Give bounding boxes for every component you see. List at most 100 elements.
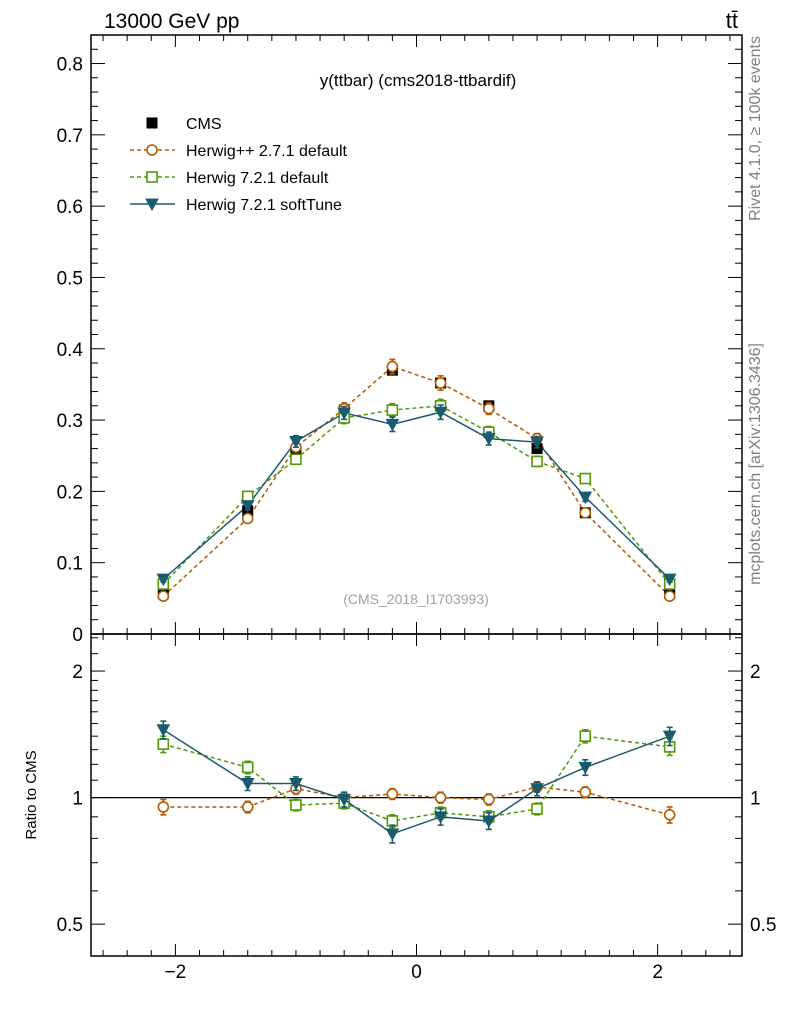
- legend-label: Herwig 7.2.1 default: [186, 170, 329, 187]
- data-point: [662, 573, 677, 587]
- ratio-point: [157, 801, 170, 813]
- legend-marker: [146, 117, 158, 129]
- ratio-point: [530, 783, 544, 796]
- y-tick-label: 0.3: [57, 411, 83, 432]
- data-point: [481, 433, 496, 446]
- ratio-series-square: [157, 728, 676, 829]
- header-process-label: tt̄: [726, 8, 738, 33]
- y-tick-label: 0.2: [57, 482, 83, 503]
- ratio-point: [386, 788, 399, 800]
- data-point: [337, 407, 352, 420]
- ratio-point: [578, 761, 593, 775]
- series-markers-triangle: [156, 404, 677, 587]
- x-tick-label: −2: [165, 962, 187, 983]
- y-tick-label: 0: [72, 625, 83, 646]
- y-tick-label: 0.8: [57, 55, 83, 76]
- data-point: [531, 455, 543, 468]
- ratio-point: [433, 811, 448, 824]
- data-point: [290, 453, 302, 466]
- ratio-point: [483, 793, 495, 806]
- ratio-point: [481, 815, 496, 828]
- ratio-point: [241, 761, 254, 774]
- x-tick-label: 0: [411, 962, 422, 983]
- ratio-y-tick-label-right: 1: [750, 789, 761, 810]
- plot-title: y(ttbar) (cms2018-ttbardif): [320, 71, 517, 90]
- ratio-series-circle: [157, 781, 676, 824]
- legend-label: CMS: [186, 116, 222, 133]
- data-point: [386, 360, 399, 373]
- legend-entry: Herwig 7.2.1 default: [130, 170, 329, 187]
- ratio-point: [663, 809, 676, 821]
- data-point: [241, 512, 254, 525]
- ratio-point: [579, 730, 592, 742]
- analysis-watermark: (CMS_2018_I1703993): [343, 591, 489, 607]
- series-markers-circle: [157, 358, 676, 603]
- series-line: [162, 405, 671, 585]
- ratio-y-tick-label-right: 2: [750, 662, 761, 683]
- mcplots-source-label: mcplots.cern.ch [arXiv:1306.3436]: [747, 343, 764, 585]
- data-point: [433, 406, 448, 420]
- data-point: [156, 573, 171, 587]
- y-tick-label: 0.7: [57, 126, 83, 147]
- data-point: [578, 491, 593, 505]
- header-energy-label: 13000 GeV pp: [104, 10, 239, 33]
- series-cms-data: [157, 364, 676, 599]
- ratio-point: [434, 791, 447, 804]
- y-tick-label: 0.1: [57, 554, 83, 575]
- series-line: [162, 411, 671, 580]
- legend-label: Herwig 7.2.1 softTune: [186, 197, 342, 214]
- data-point: [157, 590, 170, 603]
- series-herwig-2-7-1-default: [162, 365, 671, 597]
- x-tick-label: 2: [652, 962, 663, 983]
- ratio-point: [157, 738, 170, 750]
- ratio-point: [337, 793, 352, 807]
- ratio-point: [579, 786, 592, 799]
- ratio-point: [241, 801, 254, 813]
- legend-marker: [145, 198, 159, 212]
- ratio-point: [290, 799, 302, 811]
- data-point: [240, 500, 255, 513]
- y-tick-label: 0.6: [57, 197, 83, 218]
- data-point: [385, 418, 400, 432]
- y-tick-label: 0.4: [57, 340, 84, 361]
- legend-marker: [146, 144, 158, 156]
- ratio-point: [662, 730, 677, 744]
- ratio-point: [385, 828, 400, 841]
- legend-entry: Herwig 7.2.1 softTune: [130, 197, 342, 214]
- series-line: [162, 365, 671, 597]
- ratio-point: [240, 778, 255, 791]
- data-point: [289, 435, 303, 449]
- rivet-version-label: Rivet 4.1.0, ≥ 100k events: [747, 36, 764, 221]
- ratio-line: [163, 786, 670, 816]
- series-herwig-7-2-1-softtune: [162, 411, 671, 580]
- data-point: [483, 402, 495, 415]
- series-herwig-7-2-1-default: [162, 405, 671, 585]
- legend: CMS Herwig++ 2.7.1 default Herwig 7.2.1 de…: [130, 116, 348, 214]
- ratio-y-tick-label: 0.5: [57, 915, 83, 936]
- ratio-y-tick-label: 2: [72, 662, 83, 683]
- ratio-series-triangle: [156, 720, 677, 844]
- ratio-line: [162, 729, 670, 835]
- ratio-point: [289, 778, 303, 791]
- legend-label: Herwig++ 2.7.1 default: [186, 143, 348, 160]
- ratio-y-tick-label: 1: [72, 789, 83, 810]
- data-point: [579, 506, 592, 519]
- data-point: [241, 490, 254, 503]
- legend-marker: [146, 171, 158, 183]
- axis-ticks: −2 0 2 0 0.1 0.2 0.3 0.4 0.5 0.6 0.7 0.8 0.5 0.5 1 1 2 2: [57, 34, 776, 983]
- ratio-y-tick-label-right: 0.5: [750, 915, 776, 936]
- ratio-panel-frame: [90, 633, 743, 957]
- y-tick-label: 0.5: [57, 268, 83, 289]
- data-point: [579, 472, 592, 485]
- ratio-axis-label: Ratio to CMS: [23, 750, 40, 839]
- legend-entry: Herwig++ 2.7.1 default: [130, 143, 348, 160]
- legend-entry: CMS: [146, 116, 222, 133]
- ratio-point: [156, 724, 171, 737]
- data-point: [434, 377, 447, 389]
- data-series: [156, 358, 677, 844]
- data-point: [386, 404, 399, 416]
- data-point: [663, 590, 676, 603]
- ratio-point: [531, 803, 543, 815]
- data-point: [530, 436, 544, 450]
